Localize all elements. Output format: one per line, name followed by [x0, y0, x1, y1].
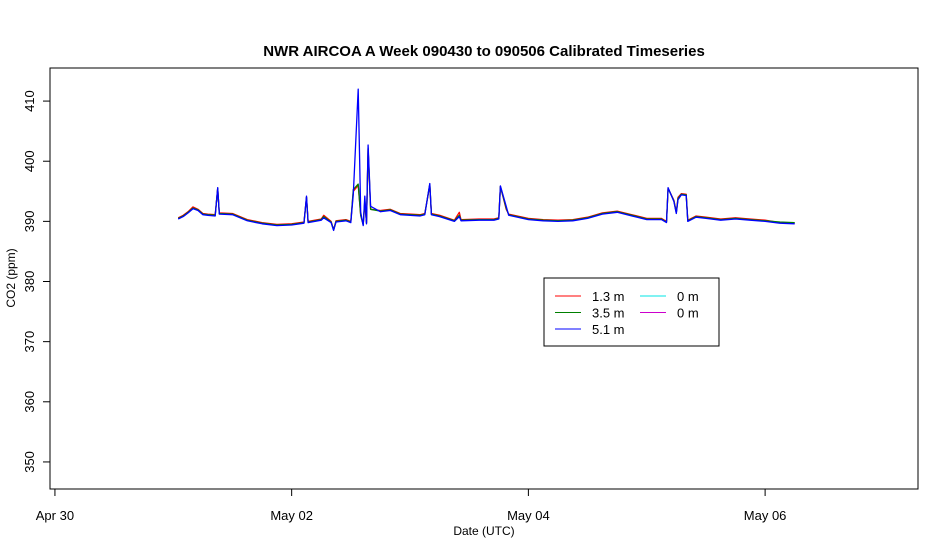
x-axis-label: Date (UTC)	[453, 524, 514, 538]
y-axis: 350 360 370 380 390 400 410	[22, 90, 50, 473]
y-tick-label: 370	[22, 331, 37, 353]
series-layer	[177, 88, 795, 232]
x-axis: Apr 30 May 02 May 04 May 06	[36, 489, 787, 523]
series-line-2	[177, 88, 795, 232]
x-tick-label: May 06	[744, 508, 787, 523]
plot-frame	[49, 67, 919, 490]
y-tick-label: 400	[22, 150, 37, 172]
legend-label: 0 m	[677, 289, 699, 304]
y-tick-label: 360	[22, 391, 37, 413]
legend: 1.3 m 3.5 m5.1 m 0 m 0 m	[543, 277, 720, 347]
x-tick-label: May 04	[507, 508, 550, 523]
legend-label: 1.3 m	[592, 289, 625, 304]
y-tick-label: 350	[22, 451, 37, 473]
chart-title: NWR AIRCOA A Week 090430 to 090506 Calib…	[263, 43, 705, 60]
y-tick-label: 410	[22, 90, 37, 112]
legend-label: 3.5 m	[592, 306, 625, 321]
y-tick-label: 380	[22, 271, 37, 293]
legend-label: 5.1 m	[592, 322, 625, 337]
legend-label: 0 m	[677, 306, 699, 321]
x-tick-label: Apr 30	[36, 508, 74, 523]
x-tick-label: May 02	[270, 508, 313, 523]
y-axis-label: CO2 (ppm)	[4, 248, 18, 307]
y-tick-label: 390	[22, 211, 37, 233]
